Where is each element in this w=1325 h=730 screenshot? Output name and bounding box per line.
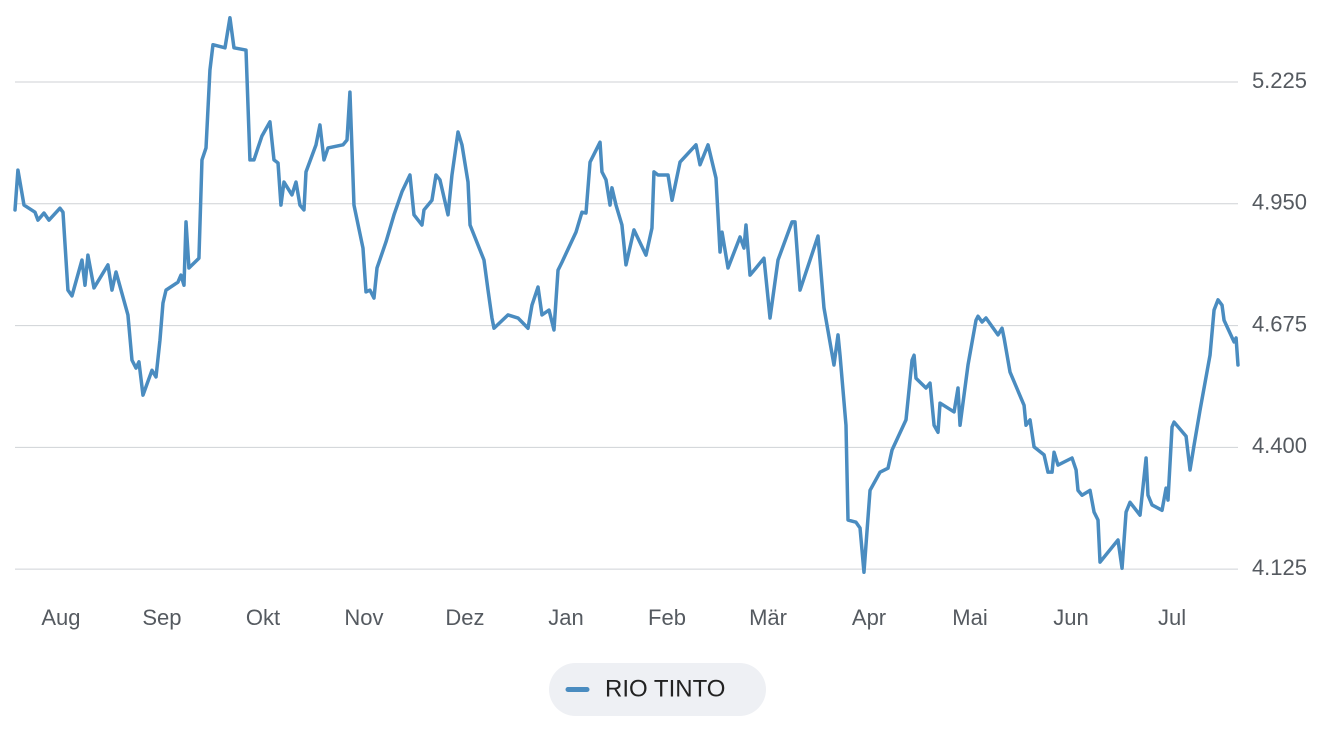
x-tick-label: Jul <box>1158 605 1186 630</box>
x-tick-label: Aug <box>41 605 80 630</box>
y-tick-label: 4.950 <box>1252 190 1307 215</box>
x-tick-label: Mai <box>952 605 987 630</box>
x-tick-label: Sep <box>142 605 181 630</box>
grid <box>15 81 1238 570</box>
axes: 5.225 4.950 4.675 4.400 4.125 Aug Sep Okt Nov Dez… <box>41 68 1307 630</box>
legend-background <box>549 663 766 716</box>
legend[interactable]: RIO TINTO <box>549 663 766 716</box>
y-tick-label: 5.225 <box>1252 68 1307 93</box>
x-tick-label: Apr <box>852 605 886 630</box>
x-tick-label: Mär <box>749 605 787 630</box>
x-tick-label: Okt <box>246 605 280 630</box>
y-tick-label: 4.675 <box>1252 311 1307 336</box>
x-tick-label: Feb <box>648 605 686 630</box>
line-series <box>13 15 1240 575</box>
plot-area <box>13 15 1240 575</box>
y-tick-label: 4.125 <box>1252 555 1307 580</box>
x-tick-label: Nov <box>344 605 383 630</box>
y-tick-label: 4.400 <box>1252 433 1307 458</box>
x-tick-label: Jan <box>548 605 583 630</box>
legend-label: RIO TINTO <box>605 675 725 702</box>
x-tick-label: Jun <box>1053 605 1088 630</box>
x-tick-label: Dez <box>445 605 484 630</box>
